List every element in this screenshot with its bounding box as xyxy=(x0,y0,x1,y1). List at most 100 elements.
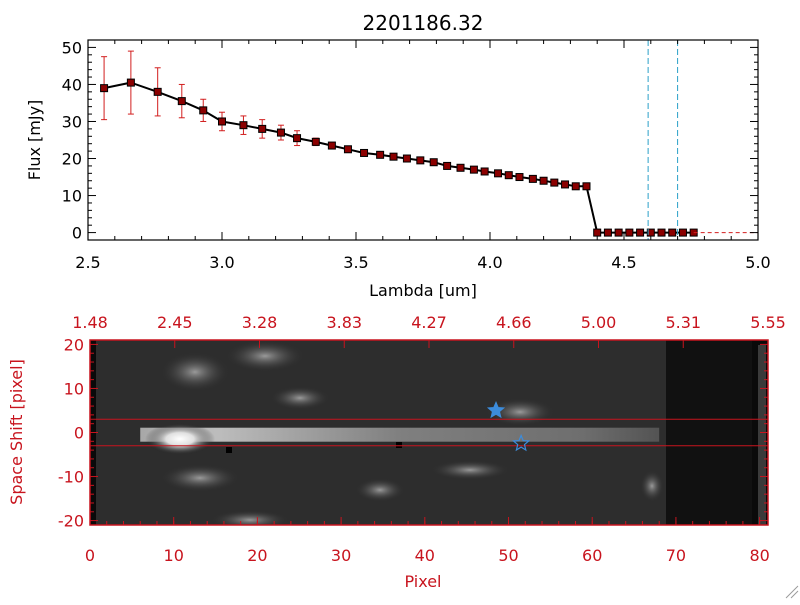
noise-blob xyxy=(640,470,664,502)
top-axis-wavelength-label: 5.55 xyxy=(750,313,786,332)
x-tick-label: 70 xyxy=(666,546,686,565)
y-tick-label: 50 xyxy=(62,38,82,57)
data-point xyxy=(571,182,580,191)
spectrum-line xyxy=(103,81,694,234)
x-axis-label-pixel: Pixel xyxy=(404,572,441,591)
data-point xyxy=(614,228,623,237)
x-tick-label: 3.0 xyxy=(209,253,234,272)
y-tick-label: 10 xyxy=(64,379,84,398)
y-axis-label: Flux [mJy] xyxy=(25,100,44,181)
data-point xyxy=(480,167,489,176)
noise-blob xyxy=(355,478,405,502)
y-tick-label: 0 xyxy=(74,424,84,443)
data-point xyxy=(126,78,135,87)
data-point xyxy=(239,121,248,130)
data-point xyxy=(376,150,385,159)
data-point xyxy=(550,178,559,187)
noise-blob xyxy=(210,510,290,525)
data-point xyxy=(456,163,465,172)
data-point xyxy=(668,228,677,237)
data-point xyxy=(327,141,336,150)
y-tick-label: 20 xyxy=(64,335,84,354)
x-tick-label: 60 xyxy=(582,546,602,565)
spectrum-chart: 2201186.32 2.5 3.0 3.5 4.0 4.5 5.0 0 10 20 30 40 50… xyxy=(25,11,771,300)
x-tick-label: 10 xyxy=(164,546,184,565)
resize-grip-icon[interactable] xyxy=(785,585,799,599)
data-point xyxy=(218,117,226,126)
trace-core xyxy=(145,423,215,455)
image-pixels xyxy=(96,340,766,525)
data-point xyxy=(678,228,687,237)
star-marker-icon xyxy=(512,433,531,452)
top-axis-wavelength-label: 4.27 xyxy=(411,313,447,332)
top-axis-wavelength-label: 2.45 xyxy=(157,313,193,332)
x-tick-label: 5.0 xyxy=(745,253,770,272)
noise-blob xyxy=(430,460,510,480)
data-point xyxy=(429,158,438,167)
image-overlays xyxy=(90,400,768,452)
x-tick-label: 20 xyxy=(247,546,267,565)
data-point xyxy=(199,106,208,115)
axis-ticks-top-panel: 2.5 3.0 3.5 4.0 4.5 5.0 0 10 20 30 40 50 xyxy=(62,38,771,272)
top-axis-wavelength-label: 5.00 xyxy=(581,313,617,332)
top-axis-wavelength-label: 1.48 xyxy=(72,313,108,332)
data-point xyxy=(636,228,645,237)
data-point xyxy=(469,165,478,174)
data-point xyxy=(494,169,503,178)
x-tick-label: 50 xyxy=(498,546,518,565)
data-point xyxy=(389,152,398,161)
data-point xyxy=(504,171,513,180)
y-tick-label: 40 xyxy=(62,75,82,94)
data-point xyxy=(657,228,666,237)
spectral-image-chart: 0 10 20 30 40 50 60 70 80 1.48 2.45 3.28 3.83 4.27 4.6… xyxy=(7,313,786,591)
top-axis-wavelength-label: 5.31 xyxy=(665,313,701,332)
data-point xyxy=(360,148,369,157)
bad-pixel xyxy=(396,442,402,448)
detector-region-right xyxy=(666,340,752,525)
y-tick-label: 0 xyxy=(72,224,82,243)
y-tick-label: 10 xyxy=(62,187,82,206)
x-tick-label: 80 xyxy=(749,546,769,565)
data-point xyxy=(177,97,186,106)
y-tick-label: -20 xyxy=(58,512,84,531)
x-tick-label: 40 xyxy=(415,546,435,565)
x-tick-label: 30 xyxy=(331,546,351,565)
data-point xyxy=(343,145,352,154)
data-markers xyxy=(100,78,758,237)
plot-frame-top xyxy=(87,39,759,241)
data-point xyxy=(258,124,267,133)
bad-pixel xyxy=(226,447,232,453)
noise-blob xyxy=(160,464,240,492)
star-marker-icon xyxy=(486,400,506,419)
noise-blob xyxy=(160,352,230,392)
x-tick-label: 4.5 xyxy=(611,253,636,272)
data-point xyxy=(625,228,634,237)
x-tick-label: 3.5 xyxy=(343,253,368,272)
top-axis-wavelength-label: 3.28 xyxy=(242,313,278,332)
error-bars xyxy=(101,50,590,189)
noise-blob xyxy=(225,340,305,372)
data-point xyxy=(593,228,602,237)
data-point xyxy=(528,174,537,183)
axis-ticks-bottom-panel: 0 10 20 30 40 50 60 70 80 1.48 2.45 3.28 3.83 4.27 4.6… xyxy=(58,313,786,565)
y-tick-label: 30 xyxy=(62,112,82,131)
wavelength-cut-lines xyxy=(647,40,679,240)
data-point xyxy=(443,161,452,170)
x-tick-label: 2.5 xyxy=(75,253,100,272)
data-point xyxy=(311,137,320,146)
x-axis-label: Lambda [um] xyxy=(369,281,477,300)
data-point xyxy=(153,87,162,96)
x-tick-label: 4.0 xyxy=(477,253,502,272)
x-tick-label: 0 xyxy=(85,546,95,565)
top-axis-wavelength-label: 4.66 xyxy=(496,313,532,332)
right-column-strip xyxy=(758,345,766,525)
data-point xyxy=(539,176,548,185)
chart-title: 2201186.32 xyxy=(363,11,484,35)
data-point xyxy=(416,156,425,165)
data-point xyxy=(603,228,612,237)
data-point xyxy=(515,173,524,182)
data-point xyxy=(276,128,285,137)
data-point xyxy=(100,84,109,93)
data-point xyxy=(293,134,302,143)
noise-blob xyxy=(270,386,330,410)
